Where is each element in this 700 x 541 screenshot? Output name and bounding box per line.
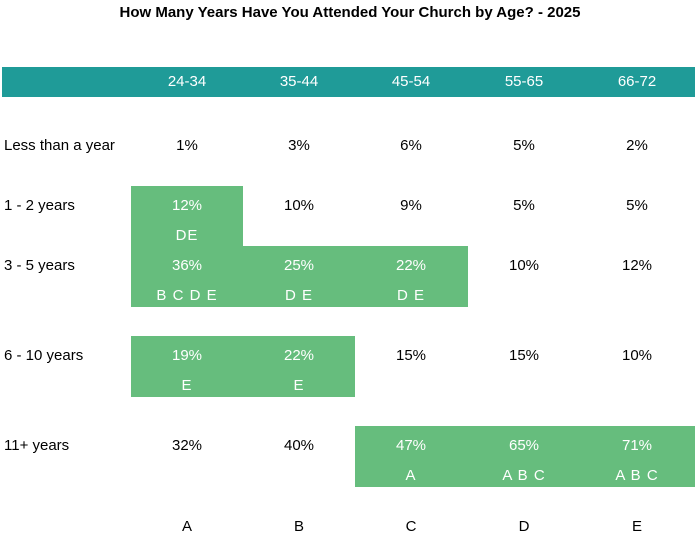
row-label: 3 - 5 years — [4, 257, 75, 274]
column-letter: E — [631, 518, 642, 535]
significance-letters: E — [293, 377, 305, 394]
row-label: 11+ years — [4, 437, 70, 454]
column-letter: D — [518, 518, 530, 535]
table-cell: 1% — [176, 137, 198, 154]
table-cell: 10% — [508, 257, 540, 274]
column-header-24-34: 24-34 — [167, 73, 207, 90]
significance-letters: D E — [396, 287, 425, 304]
column-header-55-65: 55-65 — [504, 73, 544, 90]
table-cell: 5% — [626, 197, 648, 214]
significance-letters: D E — [284, 287, 313, 304]
row-label: 1 - 2 years — [4, 197, 75, 214]
table-cell: 25% — [283, 257, 315, 274]
table-cell: 6% — [400, 137, 422, 154]
table-cell: 15% — [508, 347, 540, 364]
table-cell: 47% — [395, 437, 427, 454]
highlight-cell — [581, 426, 695, 487]
significance-letters: A — [405, 467, 417, 484]
significance-letters: B C D E — [156, 287, 218, 304]
highlight-cell — [355, 426, 468, 487]
table-cell: 3% — [288, 137, 310, 154]
row-label: 6 - 10 years — [4, 347, 84, 364]
table-cell: 2% — [626, 137, 648, 154]
highlight-cell — [243, 246, 355, 307]
highlight-cell — [131, 336, 243, 397]
significance-letters: A B C — [502, 467, 546, 484]
table-cell: 32% — [171, 437, 203, 454]
highlight-cell — [131, 246, 243, 307]
column-header-66-72: 66-72 — [617, 73, 657, 90]
highlight-cell — [355, 246, 468, 307]
highlight-cell — [131, 186, 243, 247]
table-cell: 10% — [283, 197, 315, 214]
highlight-cell — [243, 336, 355, 397]
table-cell: 9% — [400, 197, 422, 214]
significance-letters: DE — [175, 227, 199, 244]
table-cell: 65% — [508, 437, 540, 454]
table-cell: 71% — [621, 437, 653, 454]
significance-letters: E — [181, 377, 193, 394]
table-cell: 15% — [395, 347, 427, 364]
column-header-45-54: 45-54 — [391, 73, 431, 90]
row-label: Less than a year — [4, 137, 115, 154]
highlight-cell — [468, 426, 581, 487]
significance-letters: A B C — [615, 467, 659, 484]
table-cell: 5% — [513, 197, 535, 214]
header-band — [2, 67, 695, 97]
table-cell: 12% — [621, 257, 653, 274]
column-letter: B — [293, 518, 304, 535]
table-cell: 36% — [171, 257, 203, 274]
column-header-35-44: 35-44 — [279, 73, 319, 90]
chart-title: How Many Years Have You Attended Your Ch… — [119, 4, 581, 21]
table-cell: 22% — [395, 257, 427, 274]
table-cell: 12% — [171, 197, 203, 214]
table-cell: 19% — [171, 347, 203, 364]
table-cell: 40% — [283, 437, 315, 454]
table-cell: 5% — [513, 137, 535, 154]
column-letter: A — [181, 518, 192, 535]
column-letter: C — [405, 518, 417, 535]
table-cell: 22% — [283, 347, 315, 364]
table-cell: 10% — [621, 347, 653, 364]
